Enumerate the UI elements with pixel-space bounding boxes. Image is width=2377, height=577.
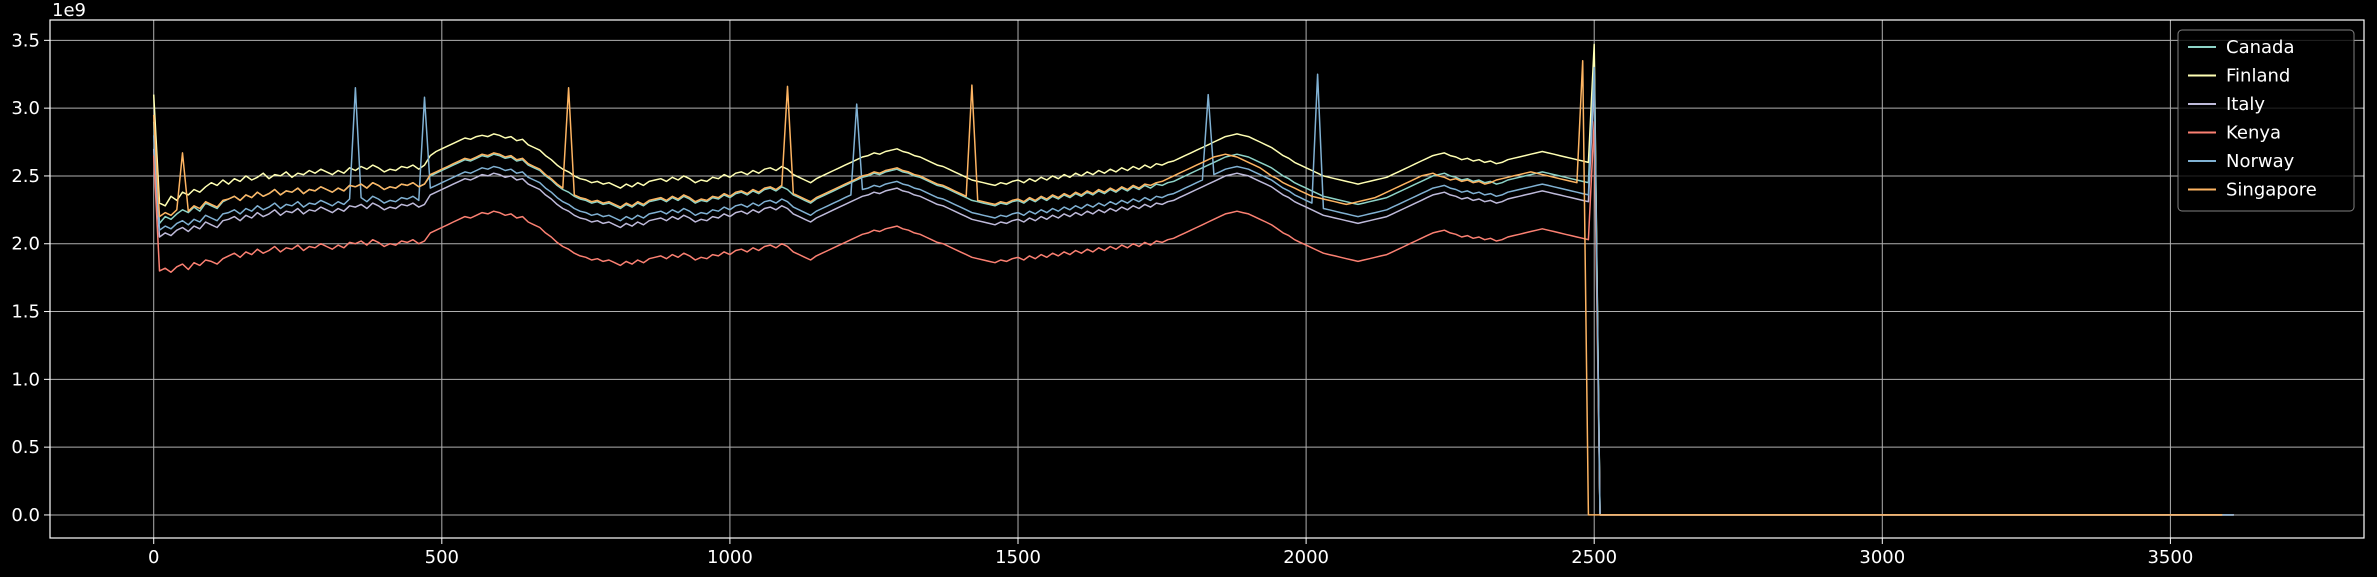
legend-label: Kenya bbox=[2226, 123, 2281, 144]
x-tick-label: 3500 bbox=[2147, 547, 2193, 568]
legend-box bbox=[2177, 29, 2355, 212]
x-tick-label: 3000 bbox=[1859, 547, 1905, 568]
y-tick-label: 2.0 bbox=[11, 234, 40, 255]
legend: Canada Finland Italy Kenya Norway Singapore bbox=[2177, 29, 2355, 212]
x-tick-label: 1000 bbox=[707, 547, 753, 568]
y-tick-label: 3.5 bbox=[11, 30, 40, 51]
legend-label: Finland bbox=[2226, 66, 2290, 87]
legend-label: Italy bbox=[2226, 94, 2265, 115]
x-tick-label: 0 bbox=[148, 547, 159, 568]
y-tick-label: 2.5 bbox=[11, 166, 40, 187]
series-lines bbox=[152, 43, 2234, 516]
x-tick-label: 1500 bbox=[995, 547, 1041, 568]
x-tick-label: 2500 bbox=[1571, 547, 1617, 568]
legend-label: Norway bbox=[2226, 151, 2295, 172]
y-tick-label: 0.0 bbox=[11, 505, 40, 526]
x-tick-label: 500 bbox=[425, 547, 459, 568]
y-tick-label: 1.5 bbox=[11, 302, 40, 323]
axes-frame bbox=[49, 19, 2365, 539]
x-axis-ticks: 0 500 1000 1500 2000 2500 3000 3500 bbox=[148, 538, 2193, 568]
y-tick-label: 0.5 bbox=[11, 437, 40, 458]
y-tick-label: 3.0 bbox=[11, 98, 40, 119]
legend-label: Canada bbox=[2226, 37, 2295, 58]
y-offset-label: 1e9 bbox=[52, 0, 86, 21]
legend-label: Singapore bbox=[2226, 180, 2317, 201]
x-tick-label: 2000 bbox=[1283, 547, 1329, 568]
y-tick-label: 1.0 bbox=[11, 369, 40, 390]
y-axis-ticks: 0.0 0.5 1.0 1.5 2.0 2.5 3.0 3.5 bbox=[11, 30, 50, 526]
series-line-singapore bbox=[152, 59, 2223, 516]
